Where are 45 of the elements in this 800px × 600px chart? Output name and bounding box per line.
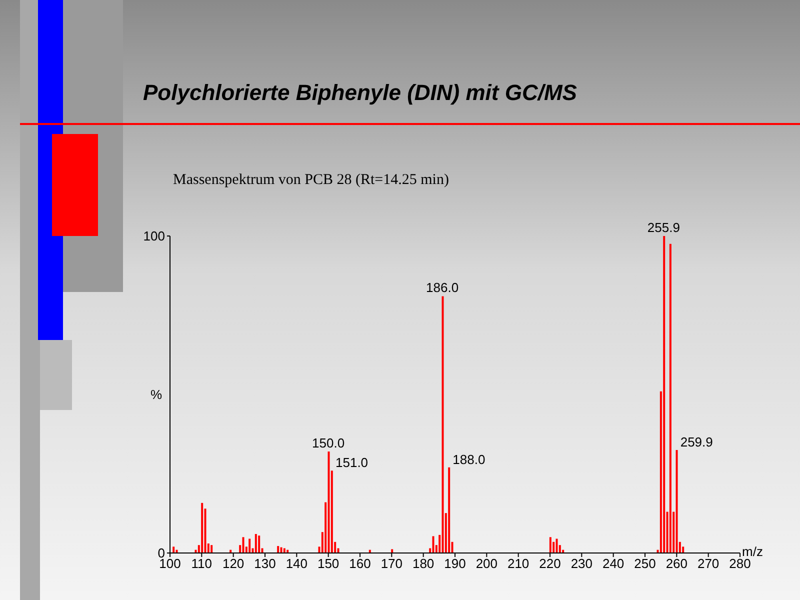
x-tick-label: 150 xyxy=(317,556,340,572)
x-tick-label: 190 xyxy=(444,556,466,572)
bar xyxy=(254,534,257,553)
annotation: 188.0 xyxy=(452,452,486,468)
annotation: 259.9 xyxy=(680,434,713,450)
annotation: 150.0 xyxy=(312,436,345,451)
bar xyxy=(328,452,330,553)
bar xyxy=(549,537,552,553)
x-tick-label: 170 xyxy=(380,556,403,572)
x-tick-label: 240 xyxy=(602,556,624,572)
x-tick-label: 260 xyxy=(666,556,688,572)
bar xyxy=(258,536,260,553)
x-tick-label: 160 xyxy=(349,556,371,572)
bar xyxy=(210,545,213,553)
x-tick-label: 110 xyxy=(191,556,212,572)
chart-subtitle: Massenspektrum von PCB 28 (Rt=14.25 min) xyxy=(173,172,449,189)
bar xyxy=(283,548,286,553)
x-tick-label: 220 xyxy=(539,556,561,572)
x-tick-label: 250 xyxy=(634,556,656,572)
bar xyxy=(242,537,244,553)
bar xyxy=(277,546,280,553)
bar xyxy=(432,536,434,553)
bar xyxy=(669,244,672,553)
x-tick-label: 200 xyxy=(476,556,498,572)
bar xyxy=(391,549,394,553)
x-tick-label: 270 xyxy=(697,556,720,572)
annotation: 151.0 xyxy=(336,455,368,470)
chart-title: Polychlorierte Biphenyle (DIN) mit GC/MS xyxy=(143,80,577,106)
x-tick-label: 210 xyxy=(507,556,530,572)
bar xyxy=(448,467,450,553)
x-tick-label: 120 xyxy=(222,556,244,572)
x-tick-label: 180 xyxy=(412,556,434,572)
y-axis-title: % xyxy=(150,387,162,402)
annotation: 255.9 xyxy=(647,220,680,235)
bar xyxy=(201,502,204,553)
bar xyxy=(663,236,666,553)
bar xyxy=(442,296,444,553)
annotation: 186.0 xyxy=(426,280,459,296)
bar xyxy=(172,546,175,553)
x-tick-label: 230 xyxy=(570,556,593,572)
bar xyxy=(556,538,558,553)
x-tick-label: 130 xyxy=(254,556,276,572)
bar xyxy=(248,538,251,553)
bar xyxy=(676,450,678,553)
x-tick-label: 140 xyxy=(286,556,308,572)
